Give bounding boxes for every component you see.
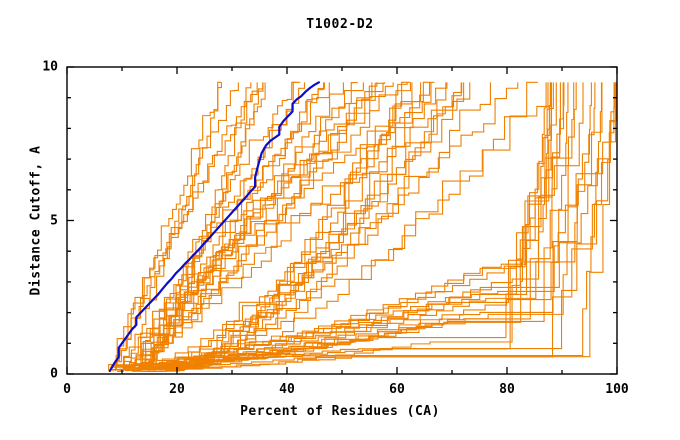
ensemble-curve [129,82,448,367]
ensemble-curves [108,81,617,373]
axis-ticks [66,66,618,375]
ensemble-curve [111,82,252,371]
x-tick-label: 100 [605,382,629,397]
y-tick-label: 10 [42,59,58,75]
page-title: T1002-D2 [306,17,374,32]
ensemble-curve [154,82,617,371]
x-axis-title: Percent of Residues (CA) [240,404,440,419]
ensemble-curve [111,82,264,366]
ensemble-curve [113,82,378,371]
ensemble-curve [162,82,554,367]
highlighted-model-curve [108,81,320,373]
x-tick-label: 40 [279,382,295,397]
y-axis-title: Distance Cutoff, A [28,145,44,296]
ensemble-curve [158,82,557,372]
ensemble-curve [124,82,617,370]
y-tick-label: 0 [50,366,58,382]
ensemble-curve [124,82,552,372]
ensemble-curve [156,82,577,367]
x-tick-label: 20 [169,382,185,397]
ensemble-curve [116,82,222,372]
ensemble-curve [127,82,384,370]
ensemble-curve [157,82,465,369]
x-tick-label: 0 [63,382,71,397]
ensemble-curve [124,82,596,367]
ensemble-curve [136,82,325,369]
y-tick-label: 5 [50,213,58,228]
ensemble-curve [108,81,222,372]
x-tick-label: 60 [389,382,405,397]
ensemble-curve [121,82,386,368]
ensemble-curve [144,82,373,369]
x-tick-label: 80 [499,382,515,397]
ensemble-curve [145,82,266,367]
ensemble-curve [140,81,297,365]
